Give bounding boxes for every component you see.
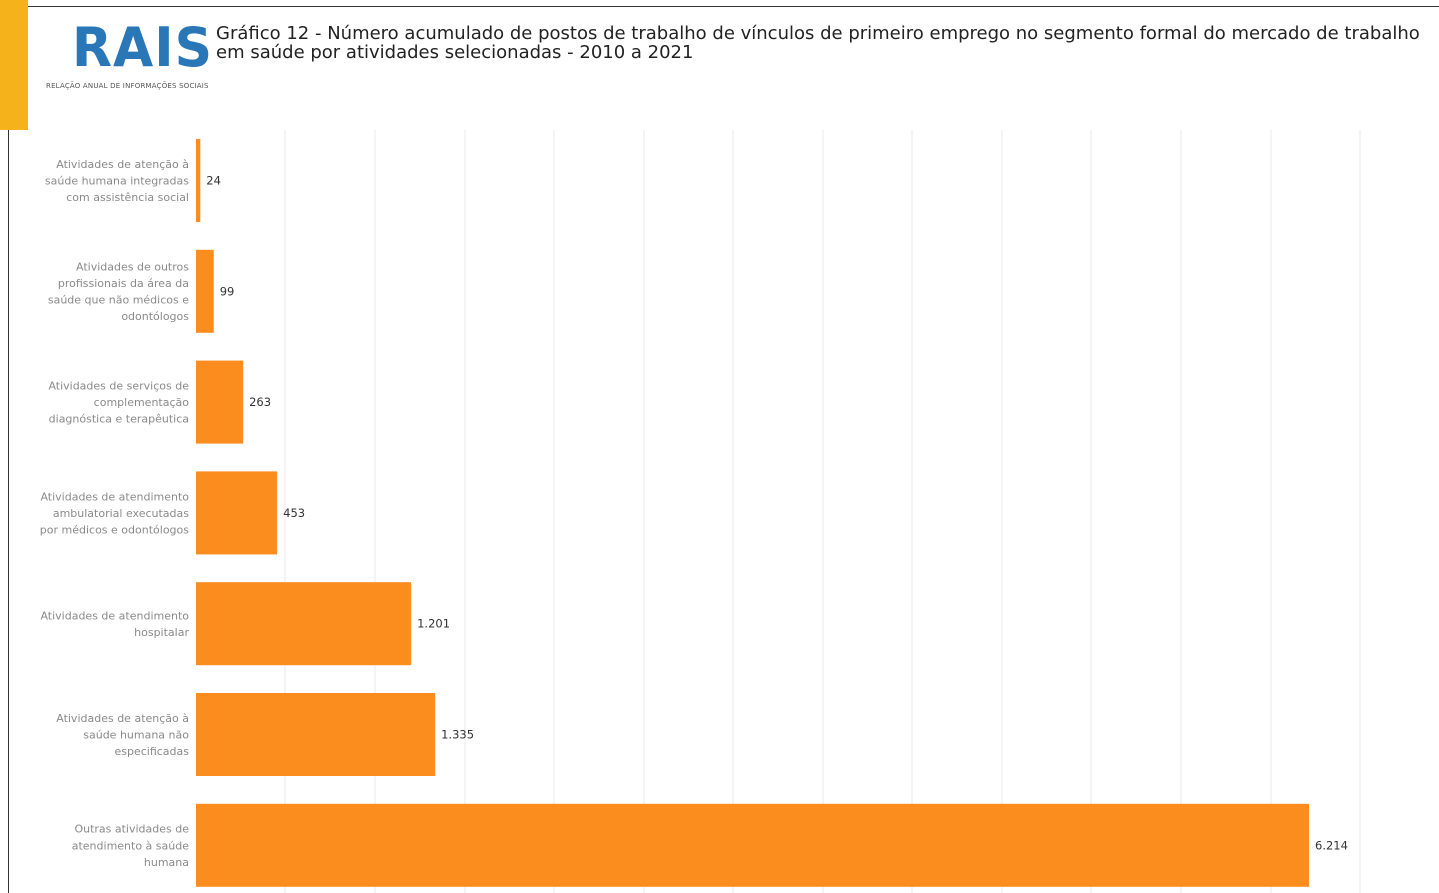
category-label-line: Atividades de atendimento xyxy=(40,490,189,503)
category-label: Outras atividades de atendimento à saúde h… xyxy=(72,823,189,869)
bar xyxy=(196,139,201,222)
accent-bar xyxy=(0,0,28,130)
category-label-line: ambulatorial executadas xyxy=(53,507,189,520)
category-label: Atividades de outros profissionais da áre… xyxy=(48,260,189,323)
category-label-line: com assistência social xyxy=(66,191,189,204)
category-label-line: Outras atividades de xyxy=(74,823,189,836)
data-label: 1.335 xyxy=(441,728,474,742)
data-label: 24 xyxy=(206,174,221,188)
category-label: Atividades de atenção à saúde humana inte… xyxy=(45,158,189,204)
category-label-line: odontólogos xyxy=(121,310,189,323)
category-label-line: por médicos e odontólogos xyxy=(40,524,189,537)
bar-chart: 24 Atividades de atenção à saúde humana in… xyxy=(40,130,1361,893)
chart-title: Gráfico 12 - Número acumulado de postos … xyxy=(216,23,1420,63)
bar xyxy=(196,360,244,444)
category-label-line: humana xyxy=(144,856,189,869)
category-label-line: saúde humana integradas xyxy=(45,175,189,188)
category-label: Atividades de serviços de complementação d… xyxy=(48,380,189,426)
bar xyxy=(196,582,412,666)
category-label-line: complementação xyxy=(94,396,190,409)
category-label: Atividades de atendimento ambulatorial ex… xyxy=(40,490,189,536)
frame-top-border xyxy=(28,6,1439,7)
bar xyxy=(196,471,278,555)
data-label: 6.214 xyxy=(1315,838,1348,852)
bar xyxy=(196,249,214,333)
logo-wordmark: RAIS xyxy=(72,16,214,80)
logo-subtitle: RELAÇÃO ANUAL DE INFORMAÇÕES SOCIAIS xyxy=(46,82,209,90)
category-label-line: hospitalar xyxy=(134,626,189,639)
category-label-line: diagnóstica e terapêutica xyxy=(49,413,189,426)
data-label: 99 xyxy=(220,284,235,298)
category-label-line: especificadas xyxy=(114,745,189,758)
bar xyxy=(196,803,1309,887)
category-label-line: Atividades de atenção à xyxy=(56,158,189,171)
category-label-line: Atividades de serviços de xyxy=(48,380,189,393)
category-label-line: Atividades de outros xyxy=(76,260,189,273)
data-label: 453 xyxy=(283,506,305,520)
category-label: Atividades de atenção à saúde humana não e… xyxy=(56,712,189,758)
data-label: 1.201 xyxy=(417,617,450,631)
category-label-line: saúde que não médicos e xyxy=(48,294,189,307)
category-label: Atividades de atendimento hospitalar xyxy=(40,609,189,639)
rais-logo: RAIS RELAÇÃO ANUAL DE INFORMAÇÕES SOCIAI… xyxy=(44,17,212,98)
frame-left-border xyxy=(8,130,9,893)
bar xyxy=(196,693,436,776)
category-label-line: Atividades de atenção à xyxy=(56,712,189,725)
category-label-line: saúde humana não xyxy=(83,729,189,742)
category-label-line: Atividades de atendimento xyxy=(40,609,189,622)
data-label: 263 xyxy=(249,395,271,409)
category-label-line: profissionais da área da xyxy=(58,277,189,290)
category-label-line: atendimento à saúde xyxy=(72,839,189,852)
